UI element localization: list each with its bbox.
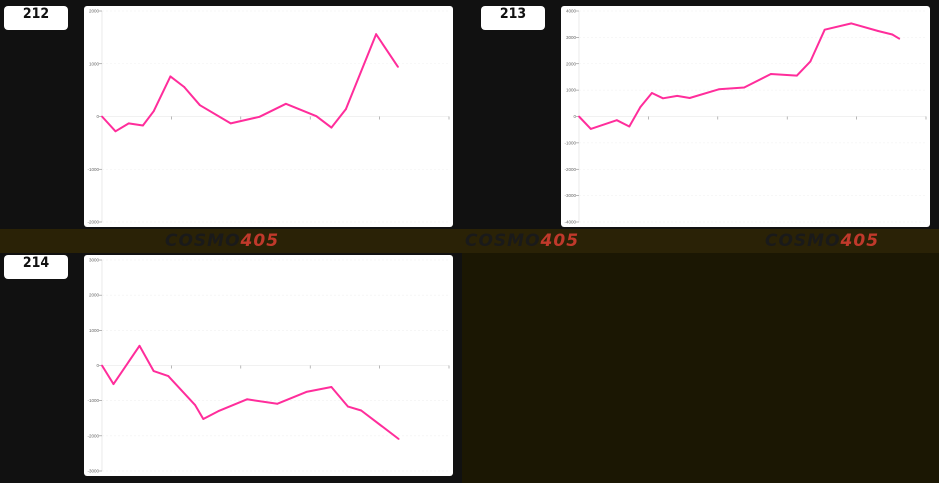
data-point xyxy=(769,73,772,75)
data-point xyxy=(246,398,248,401)
y-tick-label: 2000 xyxy=(89,9,100,14)
data-point xyxy=(183,86,186,88)
chart-card: 2000 1000 0 -1000 -2000 xyxy=(84,6,453,227)
data-point xyxy=(397,438,400,440)
data-point xyxy=(315,115,318,118)
y-tick-label: 3000 xyxy=(566,35,577,40)
series-line xyxy=(101,33,399,133)
y-tick-label: 3000 xyxy=(89,258,100,263)
y-tick-label: 0 xyxy=(96,363,99,368)
empty-area xyxy=(462,253,939,483)
data-point xyxy=(375,33,378,36)
data-point xyxy=(688,97,691,99)
data-point xyxy=(877,30,880,32)
y-tick-label: -3000 xyxy=(564,193,576,198)
y-tick-label: -2000 xyxy=(564,167,576,172)
data-point xyxy=(330,126,333,129)
series-line xyxy=(101,344,400,440)
y-tick-label: -1000 xyxy=(87,398,99,403)
data-point xyxy=(650,92,653,94)
data-point xyxy=(578,115,580,118)
data-point xyxy=(809,60,812,63)
machine-label: 213 xyxy=(481,6,545,30)
data-point xyxy=(676,95,679,97)
data-point xyxy=(276,402,279,405)
y-tick-label: 1000 xyxy=(566,88,577,93)
data-point xyxy=(360,409,363,412)
y-tick-label: -2000 xyxy=(87,433,99,438)
data-point xyxy=(152,110,155,113)
data-point xyxy=(589,127,592,130)
logo: COSMO405 xyxy=(765,231,880,251)
data-point xyxy=(397,66,399,68)
logo: COSMO405 xyxy=(465,231,580,251)
chart-card: 3000 2000 1000 0 -1000 -2000 -3000 xyxy=(84,255,453,476)
data-point xyxy=(796,74,798,77)
data-point xyxy=(628,125,631,128)
y-tick-label: -1000 xyxy=(564,140,576,145)
data-point xyxy=(167,375,170,377)
data-point xyxy=(142,124,144,127)
data-point xyxy=(198,104,201,107)
data-point xyxy=(850,22,853,25)
line-chart: 3000 2000 1000 0 -1000 -2000 -3000 xyxy=(87,258,450,474)
y-tick-label: 0 xyxy=(573,114,576,119)
data-point xyxy=(717,88,720,91)
y-tick-label: 2000 xyxy=(89,293,100,298)
data-point xyxy=(114,130,117,133)
y-tick-label: -1000 xyxy=(87,167,99,172)
data-point xyxy=(101,115,103,118)
chart-card: 4000 3000 2000 1000 0 -1000 -2000 -3000 -4000 xyxy=(561,6,930,227)
data-point xyxy=(194,403,196,406)
data-point xyxy=(347,405,349,408)
data-point xyxy=(101,364,103,367)
data-point xyxy=(330,386,333,388)
data-point xyxy=(229,122,232,125)
y-tick-label: 2000 xyxy=(566,61,577,66)
series-line xyxy=(578,22,900,130)
y-tick-label: -4000 xyxy=(564,220,576,225)
data-point xyxy=(112,383,115,386)
data-point xyxy=(258,115,261,118)
data-point xyxy=(345,108,347,111)
logo: COSMO405 xyxy=(165,231,280,251)
machine-label: 212 xyxy=(4,6,68,30)
data-point xyxy=(152,370,155,373)
y-tick-label: 0 xyxy=(96,114,99,119)
line-chart: 2000 1000 0 -1000 -2000 xyxy=(87,9,450,225)
data-point xyxy=(743,86,746,89)
data-point xyxy=(169,75,172,78)
y-tick-label: 4000 xyxy=(566,9,577,14)
data-point xyxy=(202,418,205,420)
machine-label: 214 xyxy=(4,255,68,279)
data-point xyxy=(662,97,664,100)
data-point xyxy=(138,344,141,347)
data-point xyxy=(127,122,130,125)
data-point xyxy=(615,119,618,122)
y-tick-label: 1000 xyxy=(89,61,100,66)
data-point xyxy=(217,410,220,413)
data-point xyxy=(898,37,901,40)
y-tick-label: -2000 xyxy=(87,220,99,225)
logo-banner: COSMO405 COSMO405 COSMO405 xyxy=(0,229,939,253)
data-point xyxy=(823,28,826,31)
data-point xyxy=(305,390,308,393)
data-point xyxy=(285,102,287,105)
y-tick-label: -3000 xyxy=(87,469,99,474)
data-point xyxy=(639,106,642,108)
line-chart: 4000 3000 2000 1000 0 -1000 -2000 -3000 -4000 xyxy=(564,9,927,225)
y-tick-label: 1000 xyxy=(89,328,100,333)
data-point xyxy=(891,33,894,36)
